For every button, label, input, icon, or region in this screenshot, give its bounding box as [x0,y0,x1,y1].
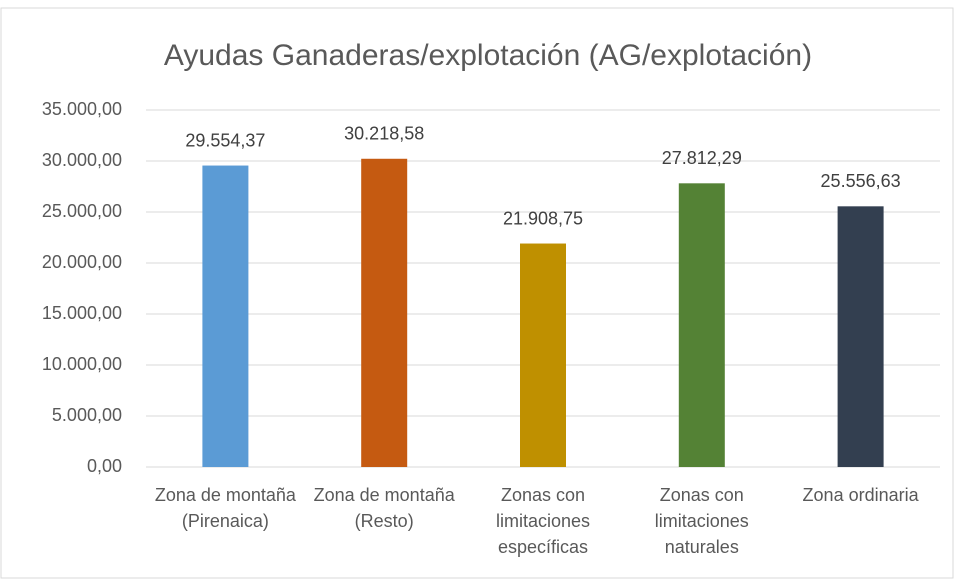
value-label: 25.556,63 [821,171,901,191]
y-tick-label: 25.000,00 [42,201,122,221]
y-tick-label: 10.000,00 [42,354,122,374]
y-tick-label: 5.000,00 [52,405,122,425]
value-label: 30.218,58 [344,124,424,144]
chart-border [0,7,954,579]
y-tick-label: 20.000,00 [42,252,122,272]
y-tick-label: 0,00 [87,456,122,476]
bar [520,243,566,467]
chart-title: Ayudas Ganaderas/explotación (AG/explota… [164,39,812,72]
x-tick-label: Zona ordinaria [802,485,919,505]
bar [678,183,725,467]
x-tick-label: Zona de montaña (Pirenaica) [154,485,296,531]
bar [361,158,408,467]
bar [202,165,249,468]
y-tick-label: 15.000,00 [42,303,122,323]
y-tick-label: 30.000,00 [42,150,122,170]
bar [837,206,884,467]
value-label: 21.908,75 [503,208,583,228]
value-label: 29.554,37 [185,130,265,150]
x-tick-label: Zonas con limitaciones específicas [495,485,591,557]
value-label: 27.812,29 [662,148,742,168]
x-tick-label: Zona de montaña (Resto) [313,485,455,531]
x-tick-label: Zonas con limitaciones naturales [654,485,749,557]
y-tick-label: 35.000,00 [42,99,122,119]
